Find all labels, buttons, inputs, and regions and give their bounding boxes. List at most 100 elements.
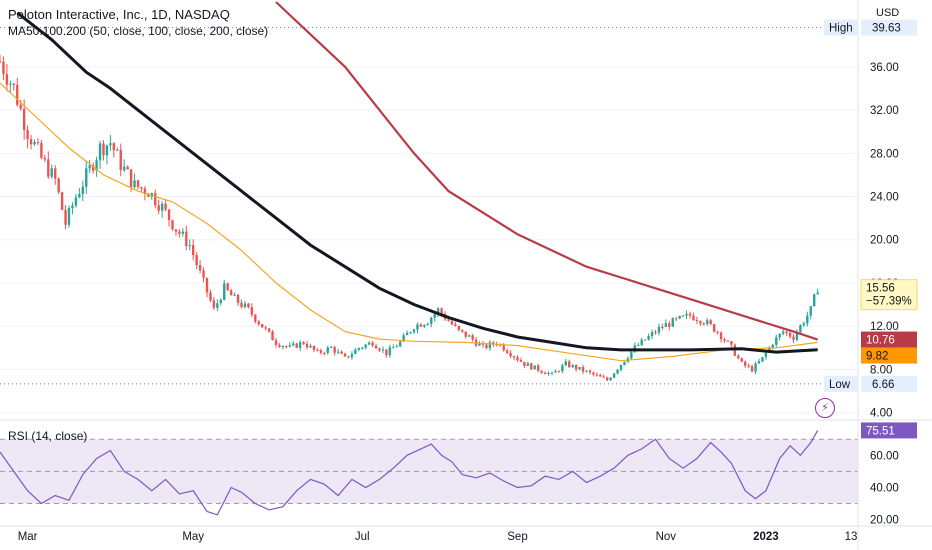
ma100-tag: 9.82: [861, 347, 917, 364]
candle-body: [661, 326, 664, 328]
candle-body: [98, 143, 102, 161]
candle-body: [116, 149, 119, 151]
price-tick-label: 4.00: [870, 408, 892, 420]
candle-body: [516, 357, 519, 361]
candle-body: [619, 364, 623, 370]
candle-body: [709, 320, 712, 325]
time-axis-ticks[interactable]: Mar May Jul Sep Nov 2023 13: [18, 531, 858, 543]
candle-body: [399, 341, 402, 347]
candle-body: [771, 344, 774, 348]
candle-body: [136, 180, 140, 188]
high-marker: High 39.63: [824, 19, 917, 36]
candle-body: [364, 344, 367, 348]
candle-body: [367, 342, 371, 345]
candle-body: [19, 104, 22, 109]
candle-body: [692, 315, 695, 321]
candle-body: [450, 321, 454, 325]
candle-body: [492, 342, 495, 345]
candle-body: [188, 245, 191, 247]
candle-body: [33, 141, 36, 145]
candle-body: [147, 194, 150, 197]
candle-body: [640, 339, 643, 346]
candle-body: [50, 168, 53, 177]
candle-body: [685, 313, 688, 316]
candle-body: [740, 358, 743, 362]
candle-body: [606, 377, 609, 381]
rsi-legend[interactable]: RSI (14, close): [8, 429, 88, 443]
candle-body: [657, 326, 661, 333]
candle-body: [250, 307, 254, 315]
ma-legend[interactable]: MA50.100.200 (50, close, 100, close, 200…: [8, 24, 269, 38]
candle-body: [754, 363, 757, 372]
candle-body: [471, 335, 474, 340]
candle-body: [502, 344, 505, 351]
candle-body: [554, 371, 557, 373]
candle-body: [292, 343, 295, 346]
price-tick-label: 28.00: [870, 148, 899, 160]
candle-body: [81, 186, 84, 194]
time-tick-label: 2023: [753, 531, 779, 543]
candle-body: [778, 333, 781, 338]
candle-body: [91, 165, 95, 171]
price-axis-ticks[interactable]: 36.0032.0028.0024.0020.0016.0012.008.004…: [870, 62, 899, 420]
candle-body: [133, 180, 136, 188]
candle-body: [799, 325, 802, 333]
candle-body: [637, 345, 640, 347]
candle-body: [664, 323, 668, 327]
candle-body: [440, 308, 443, 314]
candle-body: [350, 354, 354, 358]
symbol-title[interactable]: Peloton Interactive, Inc., 1D, NASDAQ: [8, 7, 230, 22]
candle-body: [57, 178, 60, 193]
candle-body: [530, 363, 533, 370]
candle-body: [816, 292, 819, 295]
candle-body: [5, 74, 9, 85]
rsi-tag: 75.51: [861, 422, 917, 439]
candle-body: [468, 335, 471, 337]
candle-body: [585, 370, 588, 372]
candle-body: [78, 193, 81, 198]
candle-body: [423, 324, 426, 327]
candle-body: [278, 344, 281, 347]
candle-body: [557, 371, 561, 373]
candle-body: [478, 343, 481, 346]
candle-body: [143, 188, 147, 195]
candle-body: [154, 193, 157, 206]
candle-body: [481, 343, 485, 345]
candle-body: [464, 331, 467, 337]
candle-body: [426, 323, 429, 325]
price-tick-label: 8.00: [870, 364, 892, 376]
candle-body: [416, 324, 419, 330]
candle-body: [385, 349, 388, 356]
candle-body: [550, 372, 554, 374]
candle-body: [764, 352, 768, 358]
candle-body: [675, 318, 678, 320]
rsi-axis-ticks[interactable]: 60.00 40.00 20.00: [870, 450, 899, 526]
candle-body: [309, 345, 312, 348]
ma100-tag-bg: [861, 347, 917, 364]
candle-body: [71, 205, 74, 208]
candle-body: [178, 231, 181, 234]
candle-body: [88, 165, 91, 169]
lightning-icon[interactable]: ⚡: [815, 398, 835, 418]
candle-body: [712, 324, 716, 332]
candle-body: [312, 345, 316, 350]
candle-body: [809, 306, 812, 316]
candle-body: [354, 349, 357, 355]
time-tick-label: 13: [845, 531, 858, 543]
candle-body: [533, 365, 536, 370]
candle-body: [681, 315, 685, 317]
candle-body: [323, 352, 326, 354]
candle-body: [592, 372, 595, 375]
candle-body: [695, 320, 699, 322]
candle-body: [699, 321, 702, 324]
candle-body: [285, 346, 288, 348]
high-marker-value-bg: [861, 19, 917, 36]
candle-body: [240, 302, 243, 307]
candle-body: [288, 345, 291, 347]
candlesticks: [0, 54, 819, 382]
candle-body: [509, 353, 512, 357]
candle-body: [295, 343, 298, 348]
low-marker-value: 6.66: [872, 379, 894, 391]
candle-body: [29, 139, 33, 145]
